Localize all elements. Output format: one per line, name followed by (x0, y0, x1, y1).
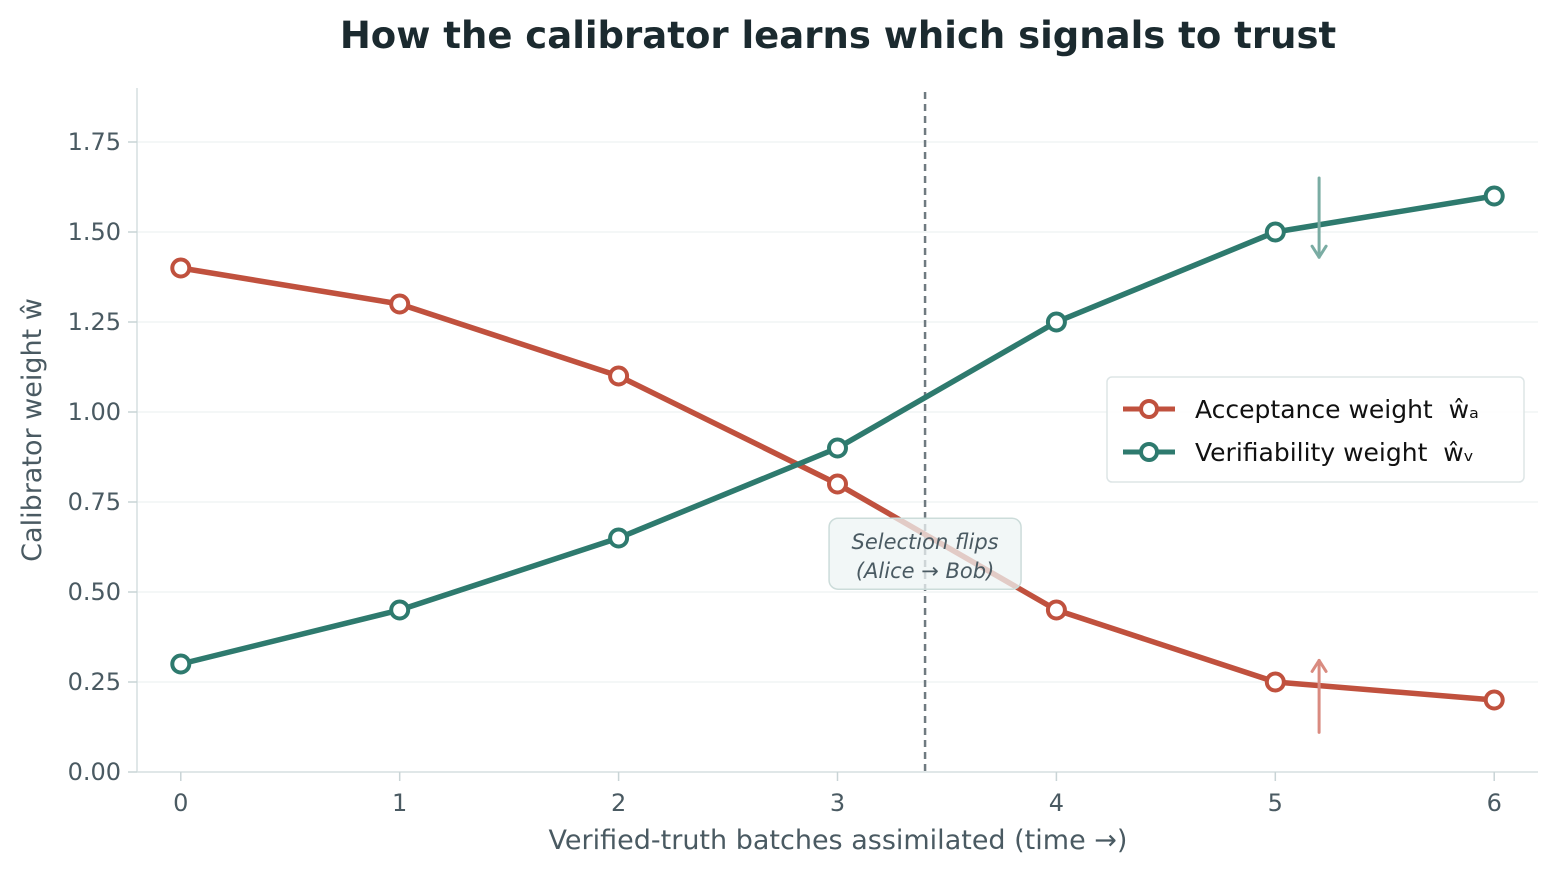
x-ticks: 0 1 2 3 4 5 6 (173, 772, 1502, 817)
x-tick-label: 1 (392, 789, 407, 817)
series-1-point (1045, 311, 1067, 333)
y-tick-label: 0.50 (68, 578, 121, 606)
series-0-point (389, 293, 411, 315)
legend-label-acceptance: Acceptance weight ŵₐ (1195, 395, 1479, 424)
legend-marker-verifiability (1139, 442, 1159, 462)
y-axis-label: Calibrator weight ŵ (17, 298, 48, 562)
annotation-line-2: (Alice → Bob) (856, 559, 994, 583)
x-tick-label: 6 (1487, 789, 1502, 817)
gridlines (137, 141, 1538, 683)
legend-marker-acceptance (1139, 399, 1159, 419)
series-group (170, 185, 1505, 711)
selection-flip-annotation: Selection flips (Alice → Bob) (828, 517, 1022, 590)
y-tick-label: 1.00 (68, 398, 121, 426)
x-tick-label: 5 (1268, 789, 1283, 817)
x-axis-label: Verified-truth batches assimilated (time… (549, 825, 1128, 856)
y-tick-label: 1.25 (68, 308, 121, 336)
y-ticks: 0.00 0.25 0.50 0.75 1.00 1.25 1.50 1.75 (68, 128, 137, 786)
arrow-down-icon (1310, 244, 1328, 259)
legend-box (1106, 376, 1525, 483)
y-tick-label: 0.75 (68, 488, 121, 516)
y-tick-label: 0.00 (68, 758, 121, 786)
series-1-point (1264, 221, 1286, 243)
series-1-point (389, 599, 411, 621)
series-1-point (608, 527, 630, 549)
x-tick-label: 2 (611, 789, 626, 817)
y-tick-label: 0.25 (68, 668, 121, 696)
trend-arrows (1310, 176, 1328, 734)
legend-label-verifiability: Verifiability weight ŵᵥ (1195, 438, 1474, 467)
annotation-line-1: Selection flips (852, 530, 999, 554)
series-0-point (170, 257, 192, 279)
chart-title: How the calibrator learns which signals … (340, 14, 1336, 57)
series-0-point (1264, 671, 1286, 693)
series-0-point (827, 473, 848, 495)
series-0-point (1045, 599, 1067, 621)
annotation-box (828, 517, 1022, 590)
arrow-up-icon (1310, 658, 1328, 673)
y-tick-label: 1.50 (68, 218, 121, 246)
series-1-point (827, 437, 848, 459)
legend: Acceptance weight ŵₐ Verifiability weigh… (1106, 376, 1525, 483)
series-0-point (608, 365, 630, 387)
y-tick-label: 1.75 (68, 128, 121, 156)
series-1-point (1483, 185, 1505, 207)
x-tick-label: 0 (173, 789, 188, 817)
x-tick-label: 3 (830, 789, 845, 817)
x-tick-label: 4 (1049, 789, 1064, 817)
series-0-point (1483, 689, 1505, 711)
series-1-point (170, 653, 192, 675)
